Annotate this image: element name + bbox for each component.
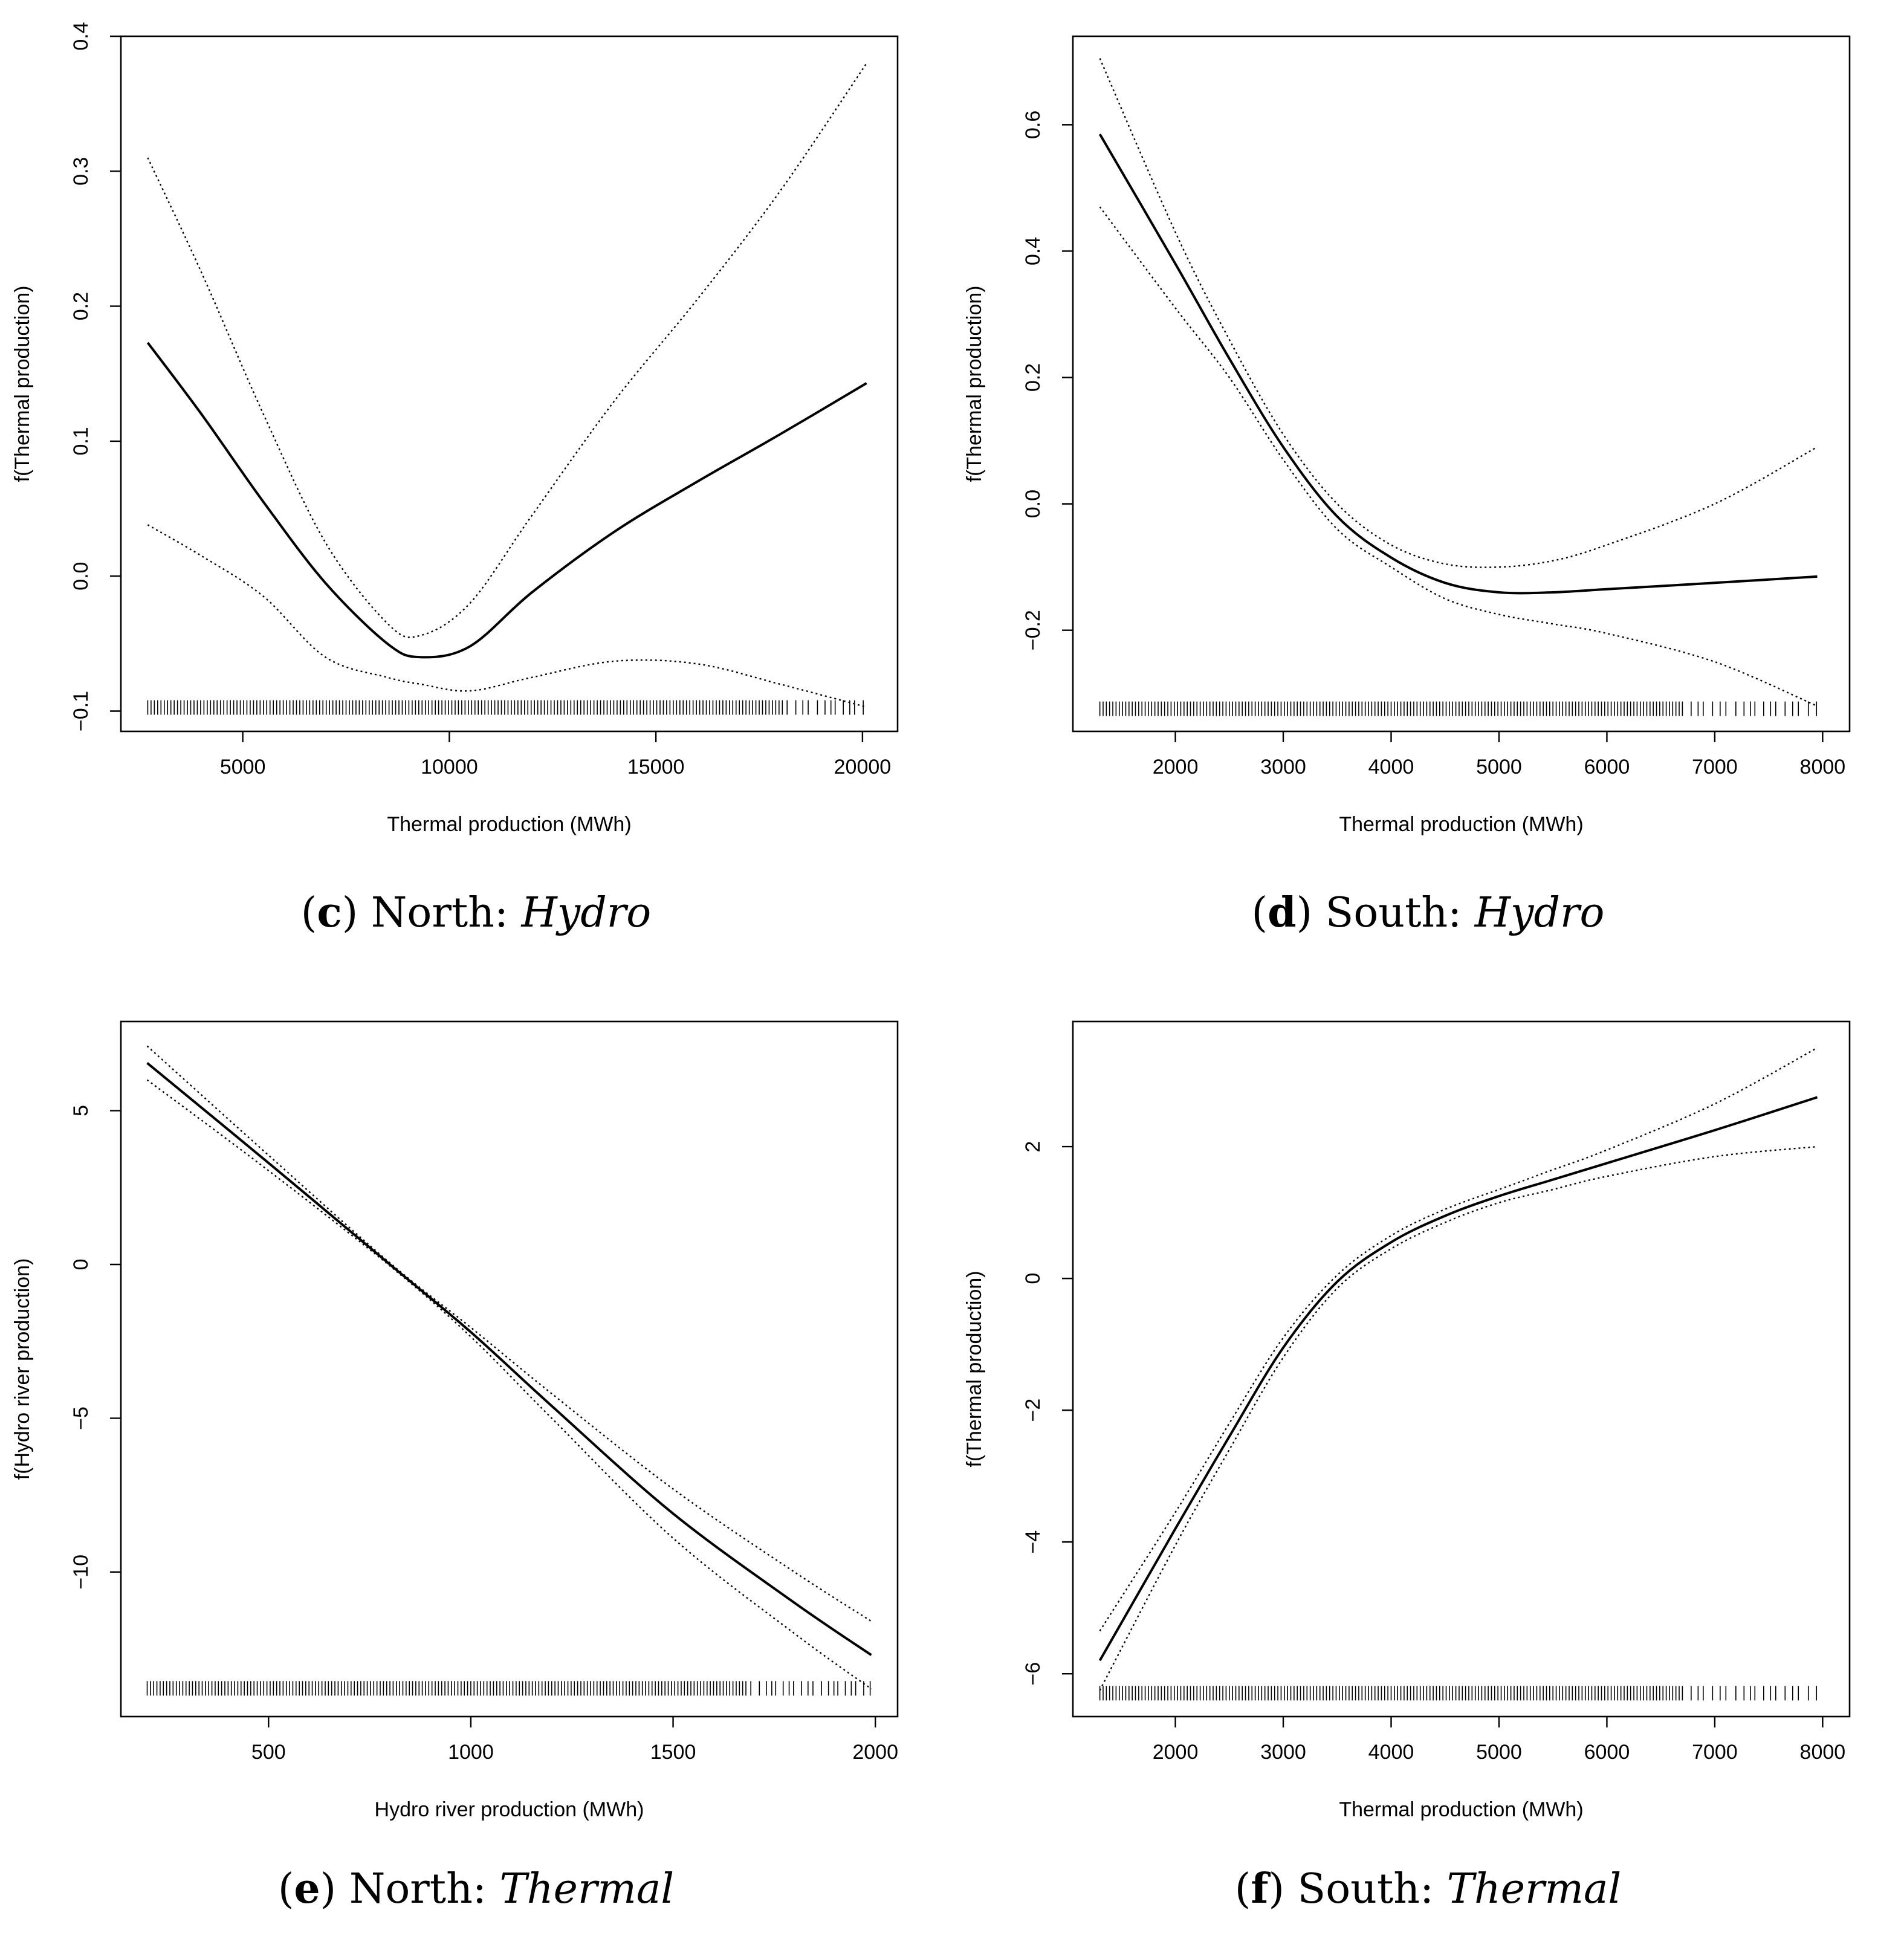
plot-frame-c: [120, 35, 899, 733]
caption-f: (f) South: Thermal: [1234, 1865, 1622, 1913]
y-tick-label-f-0: −6: [1022, 1662, 1044, 1686]
x-tick-label-f-3: 5000: [1476, 1741, 1522, 1764]
y-tick-label-d-3: 0.4: [1022, 237, 1044, 265]
x-tick-label-f-0: 2000: [1153, 1741, 1199, 1764]
plot-frame-e: [120, 1020, 899, 1718]
y-axis-title-e: f(Hydro river production): [11, 1258, 34, 1480]
x-tick-label-f-6: 8000: [1800, 1741, 1846, 1764]
series-upper-d: [1099, 58, 1818, 568]
x-tick-label-f-4: 6000: [1584, 1741, 1630, 1764]
caption-d-letter: d: [1268, 889, 1297, 937]
x-tick-label-d-1: 3000: [1260, 756, 1306, 779]
x-axis-title-c: Thermal production (MWh): [387, 813, 631, 836]
x-tick-label-d-6: 8000: [1800, 756, 1846, 779]
y-axis-title-c: f(Thermal production): [11, 285, 34, 482]
x-tick-label-d-0: 2000: [1153, 756, 1199, 779]
y-tick-label-e-2: 0: [70, 1259, 92, 1271]
y-tick-label-c-3: 0.2: [70, 292, 92, 320]
series-lower-f: [1099, 1145, 1818, 1691]
y-tick-label-e-1: −5: [70, 1407, 92, 1430]
x-tick-label-e-0: 500: [251, 1741, 286, 1764]
rug-c: [147, 700, 864, 715]
x-tick-label-c-3: 20000: [834, 756, 892, 779]
caption-d-variable: Hydro: [1474, 889, 1605, 937]
plot-frame-d: [1072, 35, 1851, 733]
chart-panel-d: 2000 3000 4000 5000 6000 7000 8000 −0.2 0.0 0.2 0.…: [963, 35, 1851, 836]
series-upper-f: [1099, 1047, 1818, 1631]
y-axis-title-d: f(Thermal production): [963, 285, 986, 482]
caption-e: (e) North: Thermal: [277, 1865, 675, 1913]
y-tick-label-d-1: 0.0: [1022, 490, 1044, 518]
y-tick-label-d-4: 0.6: [1022, 111, 1044, 139]
caption-c-region: North:: [371, 889, 508, 937]
y-tick-label-c-5: 0.4: [70, 22, 92, 50]
y-tick-label-c-4: 0.3: [70, 157, 92, 186]
series-lower-d: [1099, 206, 1818, 707]
x-tick-label-e-3: 2000: [852, 1741, 898, 1764]
caption-e-region: North:: [349, 1865, 487, 1913]
x-tick-label-c-2: 15000: [627, 756, 685, 779]
y-tick-label-c-0: −0.1: [70, 691, 92, 731]
y-tick-label-f-4: 2: [1022, 1141, 1044, 1153]
series-fit-d: [1098, 133, 1818, 595]
y-tick-label-d-2: 0.2: [1022, 363, 1044, 392]
x-axis-title-e: Hydro river production (MWh): [375, 1798, 644, 1821]
x-tick-label-f-1: 3000: [1260, 1741, 1306, 1764]
caption-f-region: South:: [1297, 1865, 1434, 1913]
series-lower-c: [147, 524, 867, 708]
x-tick-label-f-5: 7000: [1692, 1741, 1738, 1764]
series-fit-f: [1098, 1096, 1818, 1662]
x-tick-label-d-3: 5000: [1476, 756, 1522, 779]
rug-f: [1099, 1686, 1818, 1701]
y-tick-label-f-2: −2: [1022, 1399, 1044, 1422]
caption-d-region: South:: [1325, 889, 1462, 937]
caption-c-letter: c: [317, 889, 342, 937]
x-tick-label-d-2: 4000: [1368, 756, 1414, 779]
series-fit-e: [146, 1062, 872, 1656]
y-tick-label-e-3: 5: [70, 1105, 92, 1116]
y-tick-label-c-1: 0.0: [70, 562, 92, 591]
caption-f-letter: f: [1251, 1865, 1269, 1913]
caption-e-letter: e: [294, 1865, 320, 1913]
caption-f-variable: Thermal: [1446, 1865, 1622, 1913]
y-tick-label-c-2: 0.1: [70, 427, 92, 455]
rug-e: [146, 1681, 871, 1696]
caption-c: (c) North: Hydro: [300, 889, 652, 937]
y-axis-title-f: f(Thermal production): [963, 1271, 986, 1467]
x-axis-title-d: Thermal production (MWh): [1339, 813, 1583, 836]
chart-panel-f: 2000 3000 4000 5000 6000 7000 8000 −6 −4 −2 0 2 Ther…: [963, 1020, 1851, 1821]
x-tick-label-d-5: 7000: [1692, 756, 1738, 779]
x-tick-label-c-0: 5000: [220, 756, 266, 779]
plot-frame-f: [1072, 1020, 1851, 1718]
x-tick-label-f-2: 4000: [1368, 1741, 1414, 1764]
rug-d: [1099, 701, 1818, 716]
series-fit-c: [146, 342, 867, 659]
caption-e-variable: Thermal: [499, 1865, 675, 1913]
x-tick-label-d-4: 6000: [1584, 756, 1630, 779]
x-tick-label-e-1: 1000: [448, 1741, 494, 1764]
series-upper-c: [147, 63, 867, 638]
x-tick-label-e-2: 1500: [650, 1741, 696, 1764]
caption-d: (d) South: Hydro: [1251, 889, 1605, 937]
x-axis-title-f: Thermal production (MWh): [1339, 1798, 1583, 1821]
y-tick-label-e-0: −10: [70, 1555, 92, 1590]
x-tick-label-c-1: 10000: [421, 756, 478, 779]
y-tick-label-f-1: −4: [1022, 1530, 1044, 1554]
chart-panel-e: 500 1000 1500 2000 −10 −5 0 5 Hydro river produc…: [11, 1020, 899, 1821]
series-upper-e: [146, 1045, 872, 1622]
caption-c-variable: Hydro: [521, 889, 652, 937]
series-lower-e: [146, 1079, 872, 1690]
y-tick-label-d-0: −0.2: [1022, 610, 1044, 650]
y-tick-label-f-3: 0: [1022, 1273, 1044, 1284]
chart-panel-c: 5000 10000 15000 20000 −0.1 0.0 0.1 0.2 0.3 0.4 Th…: [11, 22, 899, 836]
